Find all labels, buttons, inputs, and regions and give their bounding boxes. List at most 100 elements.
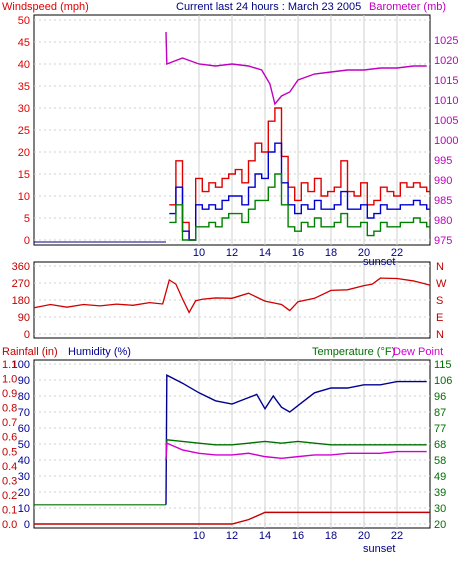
wind-x-tick: 12 xyxy=(226,247,238,259)
rainfall-y-tick: 0.9 xyxy=(2,388,17,400)
barometer-y-tick: 1025 xyxy=(434,35,458,47)
series-windspeed-min xyxy=(169,173,430,241)
wind-x-tick: 10 xyxy=(193,247,205,259)
humidity-y-tick: 90 xyxy=(18,375,30,387)
climate-x-tick: 22 xyxy=(391,530,403,542)
humidity-y-tick: 30 xyxy=(18,471,30,483)
windspeed-axis-label: Windspeed (mph) xyxy=(2,1,89,13)
temperature-y-tick: 20 xyxy=(434,519,446,531)
barometer-y-tick: 1020 xyxy=(434,55,458,67)
humidity-y-tick: 20 xyxy=(18,487,30,499)
rainfall-y-tick: 1.0 xyxy=(2,374,17,386)
wind-y-tick: 50 xyxy=(18,15,30,27)
series-layer xyxy=(33,31,431,525)
humidity-y-tick: 50 xyxy=(18,439,30,451)
series-dew-point xyxy=(165,442,427,461)
barometer-y-tick: 1015 xyxy=(434,75,458,87)
temperature-y-tick: 39 xyxy=(434,487,446,499)
temperature-y-tick: 106 xyxy=(434,375,452,387)
climate-x-tick: 18 xyxy=(325,530,337,542)
direction-compass-tick: N xyxy=(436,261,444,273)
humidity-y-tick: 100 xyxy=(12,359,30,371)
temperature-axis-label: Temperature (°F) xyxy=(312,346,395,358)
temperature-y-tick: 30 xyxy=(434,503,446,515)
direction-compass-tick: N xyxy=(436,329,444,341)
climate-x-tick: 12 xyxy=(226,530,238,542)
wind-y-tick: 35 xyxy=(18,81,30,93)
direction-y-tick: 270 xyxy=(12,278,30,290)
direction-compass-tick: S xyxy=(436,295,443,307)
rainfall-y-tick: 0.1 xyxy=(2,504,17,516)
series-rainfall xyxy=(34,511,430,525)
rainfall-y-tick: 0.5 xyxy=(2,446,17,458)
humidity-y-tick: 0 xyxy=(24,519,30,531)
temperature-y-tick: 115 xyxy=(434,359,452,371)
series-wind-direction xyxy=(33,277,431,314)
barometer-y-tick: 975 xyxy=(434,235,452,247)
barometer-y-tick: 990 xyxy=(434,175,452,187)
rainfall-y-tick: 0.4 xyxy=(2,461,17,473)
temperature-y-tick: 87 xyxy=(434,407,446,419)
barometer-y-tick: 1010 xyxy=(434,95,458,107)
sunset-label-bottom: sunset xyxy=(363,543,395,555)
barometer-axis-label: Barometer (mb) xyxy=(369,1,446,13)
rainfall-y-tick: 0.0 xyxy=(2,519,17,531)
wind-y-tick: 20 xyxy=(18,147,30,159)
direction-y-tick: 90 xyxy=(18,312,30,324)
wind-x-tick: 18 xyxy=(325,247,337,259)
direction-y-tick: 360 xyxy=(12,261,30,273)
wind-x-tick: 14 xyxy=(259,247,271,259)
direction-y-tick: 0 xyxy=(24,329,30,341)
wind-y-tick: 40 xyxy=(18,59,30,71)
rainfall-y-tick: 0.2 xyxy=(2,490,17,502)
humidity-y-tick: 60 xyxy=(18,423,30,435)
rainfall-axis-label: Rainfall (in) xyxy=(2,346,58,358)
barometer-y-tick: 1005 xyxy=(434,115,458,127)
series-windspeed-max xyxy=(169,107,430,241)
series-windspeed-avg xyxy=(169,142,430,241)
temperature-y-tick: 77 xyxy=(434,423,446,435)
wind-y-tick: 45 xyxy=(18,37,30,49)
barometer-y-tick: 980 xyxy=(434,215,452,227)
wind-y-tick: 25 xyxy=(18,125,30,137)
climate-x-tick: 14 xyxy=(259,530,271,542)
temperature-y-tick: 96 xyxy=(434,391,446,403)
rainfall-y-tick: 0.7 xyxy=(2,417,17,429)
rainfall-y-tick: 0.6 xyxy=(2,432,17,444)
wind-y-tick: 10 xyxy=(18,191,30,203)
series-humidity xyxy=(165,374,427,505)
barometer-y-tick: 985 xyxy=(434,195,452,207)
temperature-y-tick: 68 xyxy=(434,439,446,451)
humidity-axis-label: Humidity (%) xyxy=(68,346,131,358)
humidity-y-tick: 80 xyxy=(18,391,30,403)
rainfall-y-tick: 0.3 xyxy=(2,475,17,487)
humidity-y-tick: 70 xyxy=(18,407,30,419)
axis-layer: 0510152025303540455097598098599099510001… xyxy=(2,15,458,542)
wind-x-tick: 16 xyxy=(292,247,304,259)
sunset-label-top: sunset xyxy=(363,256,395,268)
climate-x-tick: 10 xyxy=(193,530,205,542)
rainfall-y-tick: 0.8 xyxy=(2,403,17,415)
series-temperature xyxy=(165,439,427,461)
humidity-y-tick: 10 xyxy=(18,503,30,515)
dewpoint-axis-label: Dew Point xyxy=(393,346,443,358)
humidity-y-tick: 40 xyxy=(18,455,30,467)
series-barometer xyxy=(165,31,427,106)
wind-y-tick: 30 xyxy=(18,103,30,115)
direction-compass-tick: E xyxy=(436,312,443,324)
climate-x-tick: 20 xyxy=(358,530,370,542)
wind-x-tick: 22 xyxy=(391,247,403,259)
wind-x-tick: 20 xyxy=(358,247,370,259)
wind-y-tick: 5 xyxy=(24,213,30,225)
direction-y-tick: 180 xyxy=(12,295,30,307)
climate-x-tick: 16 xyxy=(292,530,304,542)
temperature-y-tick: 58 xyxy=(434,455,446,467)
barometer-y-tick: 1000 xyxy=(434,135,458,147)
wind-y-tick: 15 xyxy=(18,169,30,181)
temperature-y-tick: 49 xyxy=(434,471,446,483)
barometer-y-tick: 995 xyxy=(434,155,452,167)
wind-y-tick: 0 xyxy=(24,235,30,247)
